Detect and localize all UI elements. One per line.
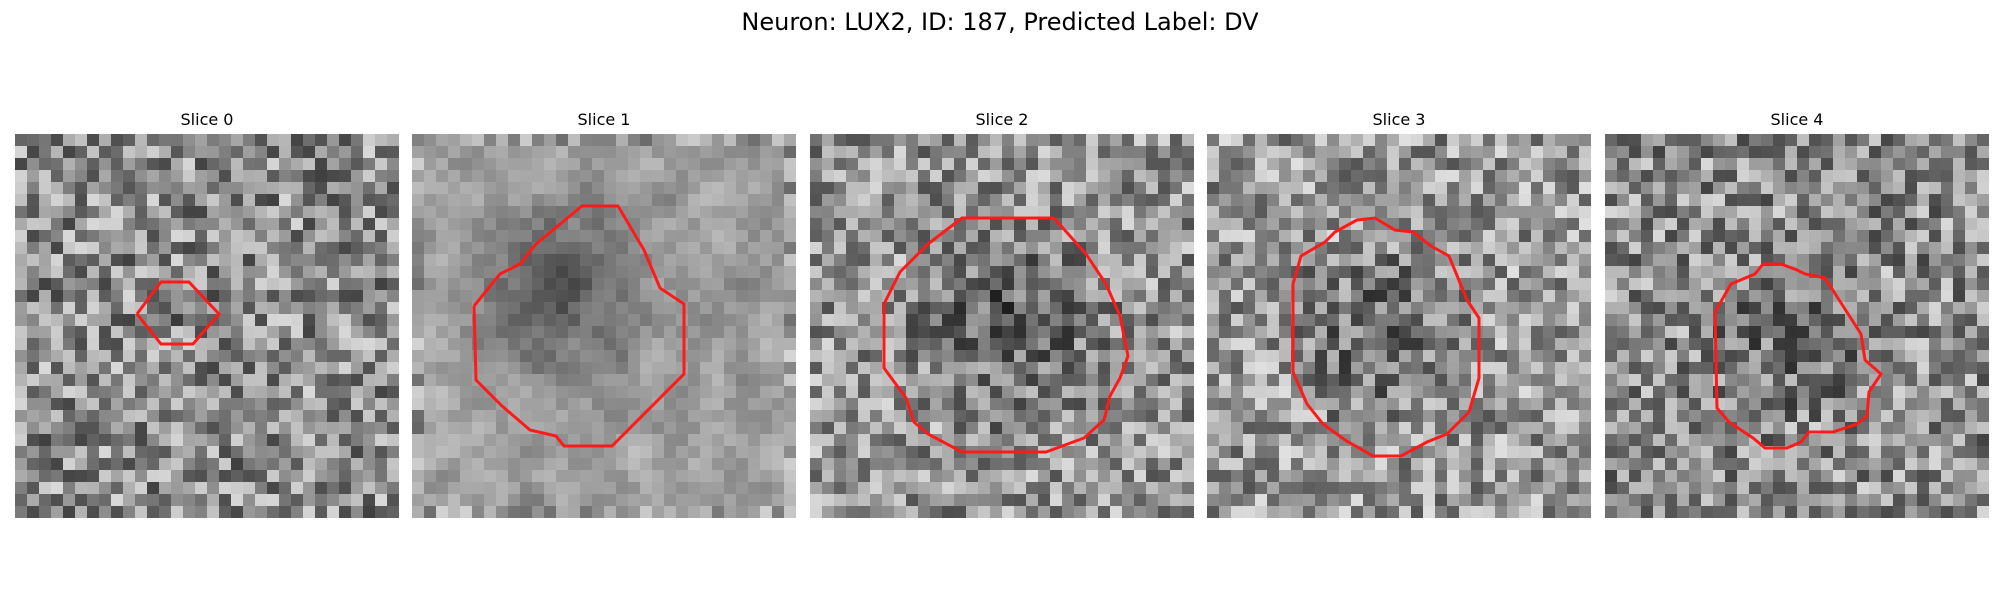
slice-title: Slice 2	[975, 110, 1029, 129]
slice-panel-1: Slice 1	[412, 110, 796, 518]
slice-panel-0: Slice 0	[15, 110, 399, 518]
segmentation-contour	[1713, 262, 1883, 450]
slice-title: Slice 0	[180, 110, 234, 129]
segmentation-contour	[882, 216, 1130, 454]
slice-panel-3: Slice 3	[1207, 110, 1591, 518]
slice-image	[810, 134, 1194, 518]
slice-title: Slice 1	[577, 110, 631, 129]
slice-panel-4: Slice 4	[1605, 110, 1989, 518]
segmentation-contour	[135, 280, 222, 346]
slice-image	[1207, 134, 1591, 518]
segmentation-contour	[1291, 216, 1481, 458]
slice-panel-2: Slice 2	[810, 110, 1194, 518]
segmentation-contour	[472, 204, 686, 448]
slice-title: Slice 4	[1770, 110, 1824, 129]
slice-title: Slice 3	[1372, 110, 1426, 129]
slice-image	[1605, 134, 1989, 518]
figure-title: Neuron: LUX2, ID: 187, Predicted Label: …	[741, 8, 1259, 36]
